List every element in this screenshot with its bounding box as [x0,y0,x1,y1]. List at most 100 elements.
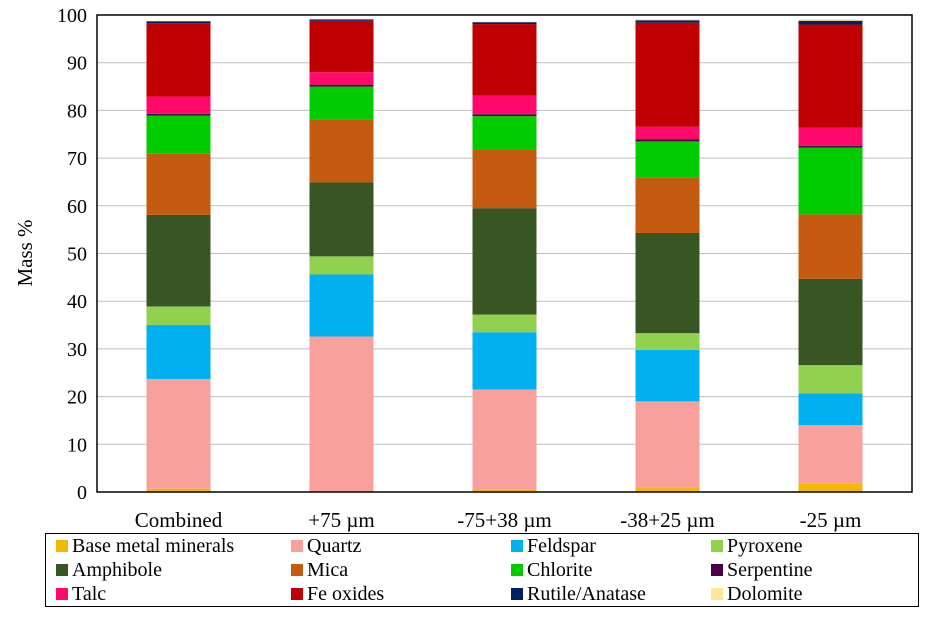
bars [146,18,863,492]
bar-segment [146,113,211,116]
legend-item: Rutile/Anatase [511,582,646,606]
y-tick-label: 80 [67,100,87,122]
legend-label: Amphibole [72,559,162,581]
legend-swatch [511,540,523,552]
legend-swatch [291,564,303,576]
y-tick-label: 90 [67,53,87,75]
bar-segment [146,214,211,307]
y-axis-label: Mass % [13,219,37,286]
legend-item: Chlorite [511,558,593,582]
legend-swatch [56,564,68,576]
legend-label: Rutile/Anatase [527,583,646,605]
bar-segment [309,119,374,183]
y-tick-label: 20 [67,387,87,409]
legend-item: Mica [291,558,348,582]
legend-label: Chlorite [527,559,593,581]
legend-label: Feldspar [527,535,596,557]
bar-segment [635,349,700,402]
chart-legend: Base metal minerals Quartz Feldspar Pyroxen… [45,533,919,607]
bar-segment [146,21,211,24]
bar-segment [309,336,374,492]
y-tick-label: 0 [77,482,87,504]
bar-segment [472,24,537,96]
bar-segment [472,332,537,390]
legend-swatch [711,564,723,576]
legend-swatch [711,540,723,552]
bar-segment [472,22,537,25]
bar-segment [635,126,700,140]
legend-label: Talc [72,583,107,605]
bar-segment [309,86,374,120]
bar-segment [798,425,863,484]
bar-segment [309,19,374,21]
y-tick-label: 70 [67,148,87,170]
legend-item: Feldspar [511,534,596,558]
bar-segment [635,333,700,350]
x-tick-label: -38+25 µm [620,508,715,532]
y-tick-label: 40 [67,291,87,313]
bar-segment [146,153,211,215]
legend-item: Quartz [291,534,361,558]
bar-segment [798,147,863,215]
legend-label: Pyroxene [727,535,803,557]
bar-segment [798,19,863,21]
legend-swatch [511,588,523,600]
bar-segment [309,84,374,87]
legend-swatch [511,564,523,576]
bar-segment [798,145,863,148]
legend-label: Quartz [307,535,362,557]
legend-label: Base metal minerals [72,535,235,557]
bar-segment [146,325,211,379]
legend-label: Serpentine [727,559,813,581]
x-tick-label: -75+38 µm [457,508,552,532]
legend-item: Talc [56,582,106,606]
legend-swatch [56,588,68,600]
legend-label: Mica [307,559,349,581]
legend-item: Dolomite [711,582,803,606]
bar-segment [146,115,211,154]
y-tick-label: 50 [67,244,87,266]
bar-segment [798,483,863,492]
legend-swatch [56,540,68,552]
bar-segment [635,177,700,233]
y-tick-label: 60 [67,196,87,218]
bar-segment [635,487,700,492]
bar-segment [309,72,374,85]
bar-segment [798,365,863,394]
bar-segment [635,401,700,488]
bar-segment [309,182,374,257]
legend-swatch [291,540,303,552]
legend-swatch [291,588,303,600]
axes [96,14,913,493]
bar-segment [798,24,863,128]
y-tick-labels: 0 10 20 30 40 50 60 70 80 90 100 [57,5,87,504]
bar-segment [798,214,863,279]
bar-segment [635,20,700,23]
bar-segment [146,378,211,489]
x-tick-labels: Combined +75 µm -75+38 µm -38+25 µm -25 µm [135,508,862,532]
bar-segment [635,22,700,127]
legend-swatch [711,588,723,600]
bar-segment [635,19,700,21]
x-tick-label: +75 µm [308,508,375,532]
x-tick-label: -25 µm [800,508,862,532]
bar-segment [798,278,863,366]
bar-segment [798,20,863,25]
legend-item: Serpentine [711,558,813,582]
bar-segment [635,139,700,142]
legend-item: Pyroxene [711,534,803,558]
bar-segment [309,256,374,275]
plot-frame [96,14,913,493]
legend-label: Dolomite [727,583,803,605]
bar-segment [146,23,211,97]
bar-segment [146,306,211,326]
y-tick-label: 10 [67,434,87,456]
legend-item: Fe oxides [291,582,384,606]
legend-label: Fe oxides [307,583,385,605]
bar-segment [472,314,537,333]
bar-segment [472,114,537,117]
bar-segment [635,232,700,334]
bar-segment [472,208,537,315]
bar-segment [146,488,211,492]
bar-segment [798,127,863,146]
